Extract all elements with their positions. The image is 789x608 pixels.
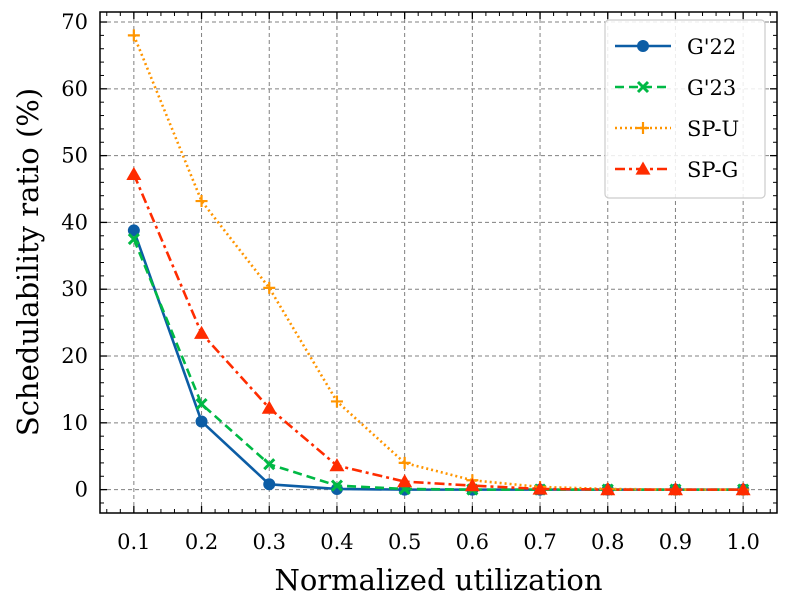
legend-label: G'23 (687, 76, 736, 100)
x-tick-label: 0.1 (117, 530, 150, 554)
y-tick-label: 50 (61, 144, 88, 168)
legend-box (604, 19, 766, 199)
y-tick-label: 30 (61, 277, 88, 301)
data-point (195, 398, 208, 411)
x-tick-label: 0.9 (659, 530, 692, 554)
data-point (398, 456, 411, 469)
x-tick-label: 0.6 (456, 530, 489, 554)
data-point (261, 400, 277, 414)
data-point (735, 482, 751, 496)
legend-label: G'22 (687, 35, 736, 59)
x-tick-label: 0.4 (320, 530, 353, 554)
legend-marker (637, 122, 649, 134)
x-tick-label: 0.2 (185, 530, 218, 554)
data-point (263, 458, 276, 471)
x-tick-label: 0.8 (591, 530, 624, 554)
x-tick-label: 0.3 (253, 530, 286, 554)
y-tick-label: 0 (75, 478, 88, 502)
legend: G'22 G'23 SP-U SP-G (604, 19, 766, 199)
y-tick-label: 70 (61, 10, 88, 34)
tick-labels: 0.1 0.2 0.3 0.4 0.5 0.6 0.7 0.8 0.9 1.0 0 10 20 30 40 5… (61, 10, 760, 554)
y-tick-label: 40 (61, 210, 88, 234)
x-tick-label: 1.0 (726, 530, 759, 554)
legend-entry: G'23 (615, 76, 736, 100)
x-tick-label: 0.5 (388, 530, 421, 554)
data-point (667, 482, 683, 496)
legend-label: SP-U (687, 117, 739, 141)
legend-entry: SP-U (615, 117, 739, 141)
data-point (194, 325, 210, 339)
data-point (330, 395, 343, 408)
legend-label: SP-G (687, 158, 738, 182)
data-point (126, 166, 142, 180)
data-point (600, 482, 616, 496)
series-3 (126, 166, 751, 496)
x-axis-title: Normalized utilization (274, 563, 602, 597)
series (126, 29, 751, 496)
series-line (132, 173, 744, 491)
data-point (127, 29, 140, 42)
legend-entry: G'22 (615, 35, 736, 59)
data-point (195, 415, 208, 428)
grid (100, 12, 777, 513)
data-point (397, 474, 413, 488)
legend-marker (636, 80, 650, 94)
legend-marker (637, 40, 649, 52)
data-point (329, 458, 345, 472)
data-point (532, 481, 548, 495)
y-tick-label: 20 (61, 344, 88, 368)
y-tick-label: 10 (61, 411, 88, 435)
y-axis-title: Schedulability ratio (%) (11, 88, 45, 436)
legend-entry: SP-G (615, 158, 738, 182)
legend-marker (635, 161, 651, 175)
y-tick-label: 60 (61, 77, 88, 101)
data-point (127, 233, 140, 246)
data-point (195, 195, 208, 208)
x-tick-label: 0.7 (523, 530, 556, 554)
data-point (464, 478, 480, 492)
data-point (263, 281, 276, 294)
plot-frame (99, 11, 778, 514)
series-line (132, 238, 744, 491)
data-point (263, 478, 276, 491)
data-point (127, 224, 140, 237)
data-point (330, 479, 344, 492)
